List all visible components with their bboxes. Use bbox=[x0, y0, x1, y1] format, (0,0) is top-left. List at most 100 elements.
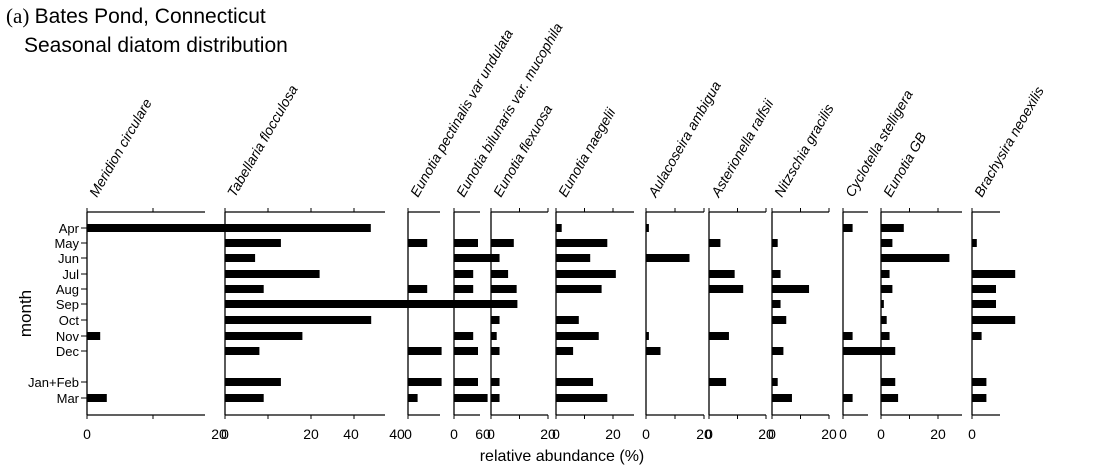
bar bbox=[556, 332, 599, 340]
x-tick-label: 20 bbox=[696, 426, 712, 442]
y-axis-label: month bbox=[16, 290, 35, 337]
bar bbox=[454, 394, 488, 402]
month-label: Jan+Feb bbox=[28, 375, 79, 390]
bar bbox=[772, 347, 784, 355]
bar bbox=[709, 285, 744, 293]
bar bbox=[556, 394, 608, 402]
bar bbox=[87, 332, 101, 340]
bar bbox=[225, 332, 303, 340]
bar bbox=[772, 239, 778, 247]
x-tick-label: 20 bbox=[821, 426, 837, 442]
x-tick-label: 20 bbox=[605, 426, 621, 442]
month-label: Nov bbox=[56, 329, 80, 344]
bar bbox=[772, 270, 781, 278]
bar bbox=[225, 270, 320, 278]
bar bbox=[881, 332, 890, 340]
series-name: Brachysira neoexilis bbox=[971, 84, 1047, 200]
bar bbox=[972, 394, 987, 402]
bar bbox=[556, 285, 602, 293]
bar bbox=[881, 378, 896, 386]
month-label: Mar bbox=[57, 391, 80, 406]
bar bbox=[972, 378, 987, 386]
bar bbox=[843, 394, 853, 402]
bar bbox=[491, 394, 500, 402]
bar bbox=[556, 378, 594, 386]
bar bbox=[972, 316, 1016, 324]
bar bbox=[491, 239, 514, 247]
bar bbox=[972, 332, 982, 340]
chart-subtitle: Seasonal diatom distribution bbox=[24, 34, 288, 57]
bar bbox=[772, 316, 787, 324]
bar bbox=[556, 239, 608, 247]
bar bbox=[491, 378, 500, 386]
bar bbox=[87, 394, 107, 402]
bar bbox=[972, 300, 996, 308]
x-tick-label: 0 bbox=[705, 426, 713, 442]
bar bbox=[881, 394, 899, 402]
bar bbox=[646, 224, 649, 232]
month-label: Jul bbox=[62, 267, 79, 282]
month-label: Aug bbox=[56, 282, 79, 297]
x-tick-label: 0 bbox=[877, 426, 885, 442]
month-label: Apr bbox=[59, 221, 80, 236]
bar bbox=[225, 347, 260, 355]
x-tick-label: 0 bbox=[404, 426, 412, 442]
x-tick-label: 0 bbox=[768, 426, 776, 442]
bar bbox=[709, 239, 721, 247]
bar bbox=[881, 254, 950, 262]
bar bbox=[972, 285, 996, 293]
month-label: May bbox=[54, 236, 79, 251]
bar bbox=[843, 224, 853, 232]
x-tick-label: 20 bbox=[540, 426, 556, 442]
x-tick-label: 60 bbox=[475, 426, 491, 442]
bar bbox=[408, 347, 442, 355]
x-tick-label: 20 bbox=[930, 426, 946, 442]
bar bbox=[454, 270, 474, 278]
bar bbox=[881, 224, 904, 232]
bar bbox=[881, 300, 884, 308]
bar bbox=[225, 394, 264, 402]
bar bbox=[491, 347, 500, 355]
series-name: Cyclotella stelligera bbox=[842, 87, 916, 200]
bar bbox=[454, 332, 474, 340]
bar bbox=[556, 254, 591, 262]
bar bbox=[646, 254, 690, 262]
bar bbox=[709, 332, 729, 340]
bar bbox=[843, 332, 853, 340]
bar bbox=[556, 224, 562, 232]
bar bbox=[491, 316, 500, 324]
bar bbox=[225, 285, 264, 293]
x-tick-label: 0 bbox=[221, 426, 229, 442]
x-tick-label: 0 bbox=[487, 426, 495, 442]
bar bbox=[881, 239, 893, 247]
series-name: Meridion circulare bbox=[86, 96, 155, 200]
bar bbox=[454, 378, 478, 386]
bar bbox=[881, 316, 887, 324]
bar bbox=[772, 378, 778, 386]
bar bbox=[646, 347, 661, 355]
bar bbox=[491, 300, 517, 308]
bar bbox=[225, 224, 337, 232]
x-tick-label: 40 bbox=[389, 426, 405, 442]
x-tick-label: 20 bbox=[303, 426, 319, 442]
bar bbox=[772, 300, 781, 308]
bar bbox=[408, 285, 428, 293]
bar bbox=[491, 254, 500, 262]
series-name: Tabellaria flocculosa bbox=[224, 82, 301, 200]
x-tick-label: 20 bbox=[758, 426, 774, 442]
bar bbox=[225, 378, 281, 386]
month-label: Oct bbox=[59, 313, 80, 328]
bar bbox=[556, 316, 579, 324]
bar bbox=[491, 270, 509, 278]
bar bbox=[709, 270, 735, 278]
bar bbox=[225, 239, 281, 247]
bar bbox=[408, 239, 428, 247]
x-tick-label: 40 bbox=[343, 426, 359, 442]
bar bbox=[972, 270, 1016, 278]
x-tick-label: 0 bbox=[450, 426, 458, 442]
x-tick-label: 0 bbox=[642, 426, 650, 442]
series-name: Asterionella ralfsii bbox=[707, 96, 777, 201]
series-name: Eunotia naegelii bbox=[555, 104, 619, 199]
x-axis-label: relative abundance (%) bbox=[480, 448, 645, 465]
bar bbox=[709, 378, 727, 386]
